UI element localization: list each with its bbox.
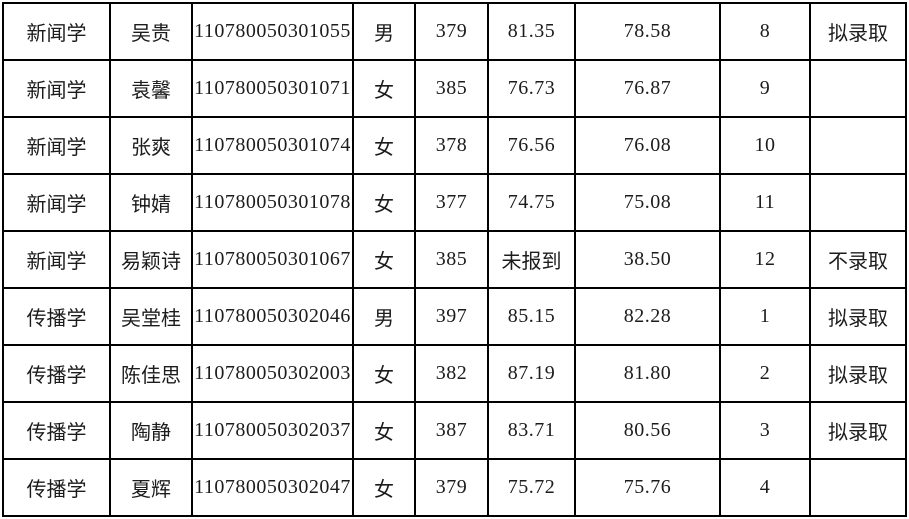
table-row: 传播学 陈佳思 110780050302003 女 382 87.19 81.8… <box>2 344 907 403</box>
cell-major: 传播学 <box>2 401 111 460</box>
cell-retest-score: 81.35 <box>487 2 576 61</box>
cell-total-score: 75.08 <box>574 173 721 232</box>
cell-rank: 8 <box>719 2 811 61</box>
cell-major: 新闻学 <box>2 2 111 61</box>
cell-total-score: 80.56 <box>574 401 721 460</box>
cell-gender: 女 <box>352 458 416 517</box>
cell-total-score: 38.50 <box>574 230 721 289</box>
cell-major: 传播学 <box>2 458 111 517</box>
cell-student-id: 110780050302003 <box>191 344 354 403</box>
cell-initial-score: 387 <box>414 401 489 460</box>
cell-rank: 12 <box>719 230 811 289</box>
cell-initial-score: 385 <box>414 59 489 118</box>
table-row: 新闻学 张爽 110780050301074 女 378 76.56 76.08… <box>2 116 907 175</box>
cell-gender: 女 <box>352 59 416 118</box>
cell-gender: 女 <box>352 173 416 232</box>
cell-total-score: 82.28 <box>574 287 721 346</box>
cell-rank: 1 <box>719 287 811 346</box>
cell-student-id: 110780050302037 <box>191 401 354 460</box>
cell-retest-score: 75.72 <box>487 458 576 517</box>
cell-total-score: 75.76 <box>574 458 721 517</box>
cell-name: 袁馨 <box>109 59 193 118</box>
cell-rank: 2 <box>719 344 811 403</box>
cell-student-id: 110780050301055 <box>191 2 354 61</box>
cell-initial-score: 378 <box>414 116 489 175</box>
cell-rank: 10 <box>719 116 811 175</box>
cell-admission-status: 拟录取 <box>809 401 907 460</box>
cell-retest-score: 87.19 <box>487 344 576 403</box>
cell-gender: 男 <box>352 287 416 346</box>
table-row: 传播学 吴堂桂 110780050302046 男 397 85.15 82.2… <box>2 287 907 346</box>
cell-name: 吴贵 <box>109 2 193 61</box>
cell-total-score: 81.80 <box>574 344 721 403</box>
cell-gender: 女 <box>352 401 416 460</box>
cell-student-id: 110780050301078 <box>191 173 354 232</box>
cell-name: 易颖诗 <box>109 230 193 289</box>
cell-total-score: 76.08 <box>574 116 721 175</box>
cell-total-score: 76.87 <box>574 59 721 118</box>
cell-initial-score: 377 <box>414 173 489 232</box>
cell-name: 陶静 <box>109 401 193 460</box>
cell-major: 传播学 <box>2 287 111 346</box>
table-row: 新闻学 钟婧 110780050301078 女 377 74.75 75.08… <box>2 173 907 232</box>
cell-gender: 男 <box>352 2 416 61</box>
cell-gender: 女 <box>352 230 416 289</box>
table-row: 新闻学 易颖诗 110780050301067 女 385 未报到 38.50 … <box>2 230 907 289</box>
cell-student-id: 110780050302046 <box>191 287 354 346</box>
cell-major: 新闻学 <box>2 230 111 289</box>
cell-rank: 11 <box>719 173 811 232</box>
cell-student-id: 110780050302047 <box>191 458 354 517</box>
cell-major: 传播学 <box>2 344 111 403</box>
cell-retest-score: 76.56 <box>487 116 576 175</box>
cell-admission-status: 拟录取 <box>809 287 907 346</box>
table-row: 传播学 夏辉 110780050302047 女 379 75.72 75.76… <box>2 458 907 517</box>
cell-initial-score: 379 <box>414 2 489 61</box>
cell-retest-score: 83.71 <box>487 401 576 460</box>
cell-name: 吴堂桂 <box>109 287 193 346</box>
cell-initial-score: 382 <box>414 344 489 403</box>
cell-rank: 4 <box>719 458 811 517</box>
cell-rank: 9 <box>719 59 811 118</box>
cell-admission-status <box>809 458 907 517</box>
cell-retest-score: 85.15 <box>487 287 576 346</box>
cell-initial-score: 385 <box>414 230 489 289</box>
cell-admission-status <box>809 59 907 118</box>
cell-admission-status <box>809 116 907 175</box>
cell-initial-score: 397 <box>414 287 489 346</box>
cell-name: 夏辉 <box>109 458 193 517</box>
cell-rank: 3 <box>719 401 811 460</box>
cell-initial-score: 379 <box>414 458 489 517</box>
cell-name: 钟婧 <box>109 173 193 232</box>
table-row: 新闻学 袁馨 110780050301071 女 385 76.73 76.87… <box>2 59 907 118</box>
cell-student-id: 110780050301074 <box>191 116 354 175</box>
cell-admission-status: 拟录取 <box>809 344 907 403</box>
cell-major: 新闻学 <box>2 173 111 232</box>
cell-admission-status: 拟录取 <box>809 2 907 61</box>
table-row: 传播学 陶静 110780050302037 女 387 83.71 80.56… <box>2 401 907 460</box>
cell-gender: 女 <box>352 344 416 403</box>
cell-name: 张爽 <box>109 116 193 175</box>
cell-student-id: 110780050301071 <box>191 59 354 118</box>
cell-retest-score: 未报到 <box>487 230 576 289</box>
cell-student-id: 110780050301067 <box>191 230 354 289</box>
cell-gender: 女 <box>352 116 416 175</box>
cell-major: 新闻学 <box>2 116 111 175</box>
cell-total-score: 78.58 <box>574 2 721 61</box>
cell-admission-status: 不录取 <box>809 230 907 289</box>
cell-retest-score: 76.73 <box>487 59 576 118</box>
cell-retest-score: 74.75 <box>487 173 576 232</box>
cell-admission-status <box>809 173 907 232</box>
cell-major: 新闻学 <box>2 59 111 118</box>
table-row: 新闻学 吴贵 110780050301055 男 379 81.35 78.58… <box>2 2 907 61</box>
cell-name: 陈佳思 <box>109 344 193 403</box>
